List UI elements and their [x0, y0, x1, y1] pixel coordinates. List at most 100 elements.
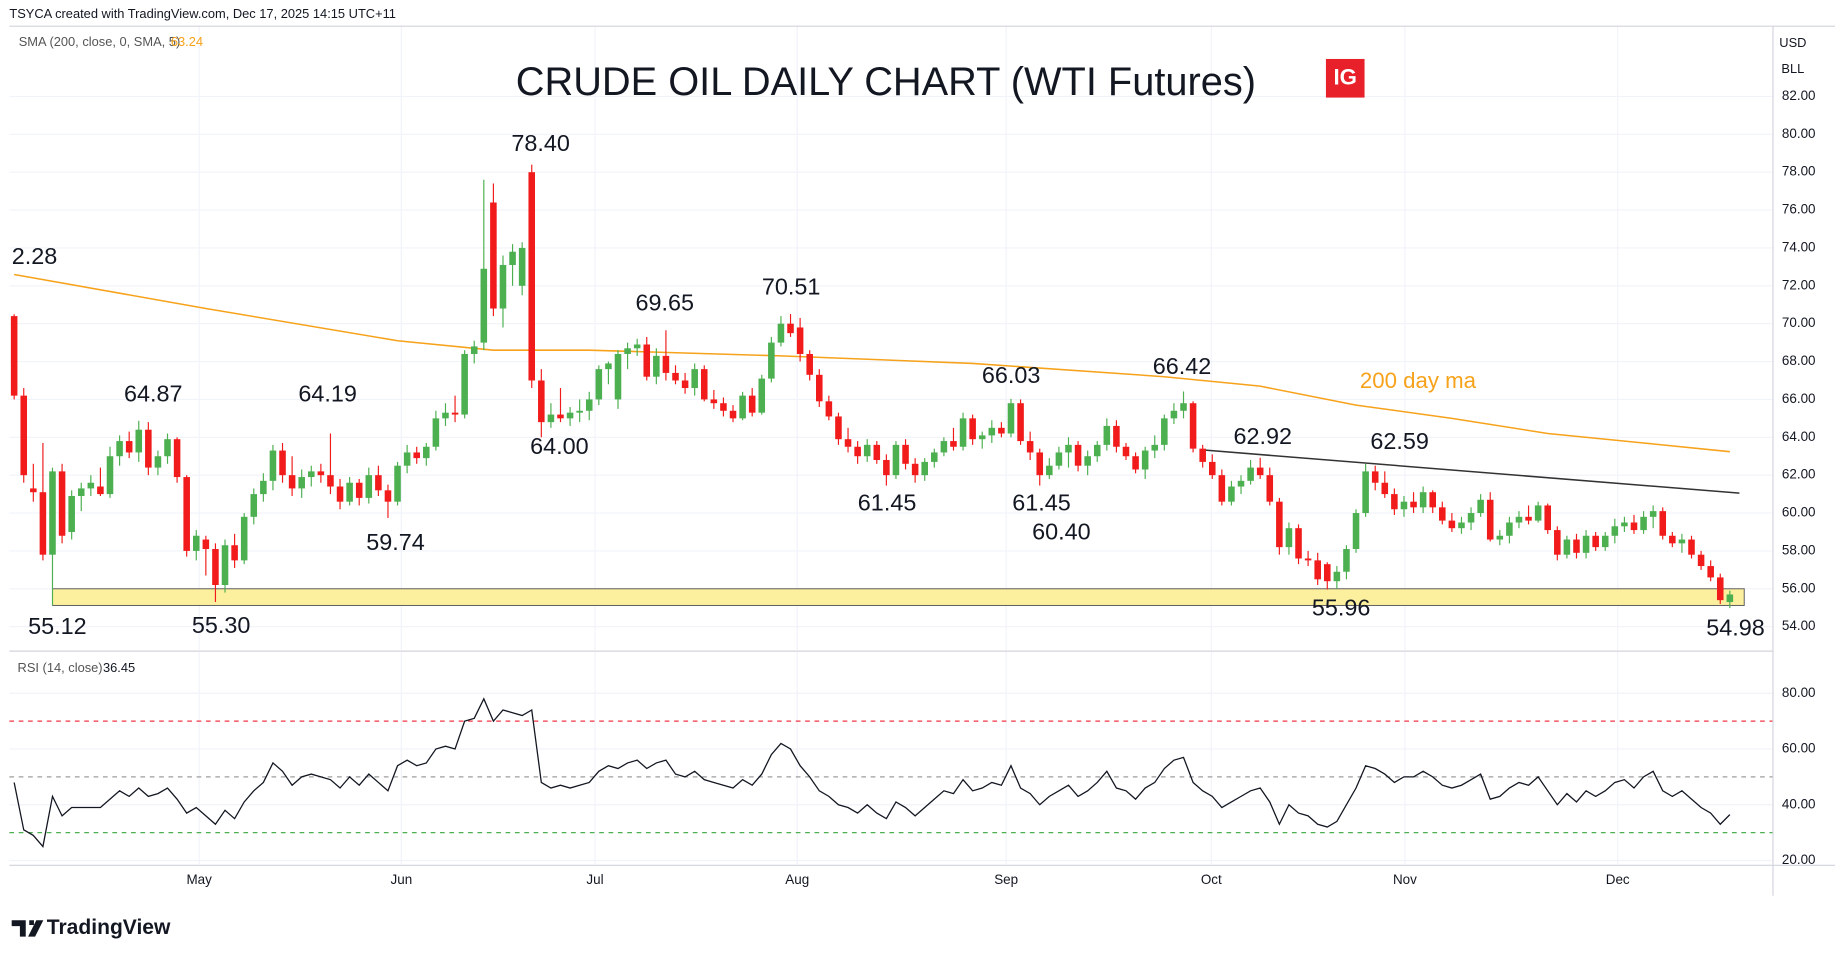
candle-body	[1716, 577, 1724, 601]
price-annotation: 61.45	[1012, 489, 1071, 515]
candle-body	[835, 416, 842, 440]
support-zone	[52, 588, 1745, 606]
candle-body	[1592, 535, 1599, 548]
candle-body	[911, 463, 919, 476]
tradingview-logo-mark	[11, 920, 44, 937]
brand: TradingView	[47, 916, 171, 939]
candle-body	[1132, 456, 1139, 470]
candle-body	[518, 247, 526, 286]
candle-body	[77, 488, 85, 496]
x-tick-label: Sep	[994, 872, 1018, 887]
candle-body	[1304, 558, 1312, 561]
y-tick-label: 76.00	[1782, 202, 1816, 217]
candle-body	[1276, 501, 1283, 548]
candle-body	[662, 355, 670, 373]
candle-body	[1343, 549, 1350, 572]
candle-body	[1161, 418, 1168, 445]
candle-body	[1726, 594, 1734, 603]
y-tick-label: 64.00	[1782, 429, 1816, 444]
x-tick-label: Oct	[1201, 872, 1222, 887]
candle-body	[1371, 471, 1379, 483]
candle-body	[39, 492, 47, 555]
trendline	[1200, 449, 1740, 494]
candle-body	[1573, 539, 1580, 553]
y-tick-label: 68.00	[1782, 353, 1816, 368]
candle-body	[1256, 467, 1264, 476]
price-annotation: 60.40	[1032, 519, 1091, 545]
candle-body	[480, 268, 488, 343]
candle-body	[806, 353, 813, 375]
candle-body	[250, 494, 258, 517]
candle-body	[30, 488, 37, 493]
candle-body	[729, 410, 737, 419]
candle-body	[317, 471, 325, 476]
candle-body	[1074, 444, 1082, 466]
candle-body	[1189, 403, 1197, 449]
candle-body	[1151, 444, 1159, 451]
candle-body	[240, 516, 248, 561]
candle-body	[1237, 480, 1245, 487]
candle-body	[365, 475, 373, 498]
candle-body	[1707, 566, 1714, 578]
candle-body	[231, 545, 238, 561]
x-tick-label: Jun	[391, 872, 413, 887]
candle-body	[135, 429, 143, 453]
candle-body	[1333, 571, 1341, 582]
candle-body	[643, 344, 651, 377]
candle-body	[1314, 560, 1321, 580]
candle-body	[173, 439, 181, 478]
candle-body	[1046, 465, 1053, 476]
plot-layer	[9, 164, 1773, 848]
candle-body	[1410, 501, 1417, 508]
candle-body	[279, 450, 286, 476]
currency: USD	[1779, 35, 1806, 50]
candle-body	[1199, 448, 1206, 462]
candle-body	[1352, 513, 1360, 550]
candle-body	[432, 418, 440, 447]
candle-body	[509, 251, 516, 265]
candle-body	[988, 427, 996, 436]
candle-body	[1180, 403, 1187, 411]
sma-legend: SMA (200, close, 0, SMA, 5)	[19, 34, 181, 49]
candle-body	[1534, 505, 1542, 521]
tradingview-logo: TradingView	[11, 916, 171, 939]
candle-body	[1582, 535, 1590, 553]
price-annotation: 78.40	[511, 130, 570, 156]
candle-body	[883, 460, 890, 476]
candle-body	[1324, 564, 1331, 582]
chart-title: CRUDE OIL DAILY CHART (WTI Futures)	[516, 60, 1256, 104]
candle-body	[154, 456, 162, 468]
candle-body	[796, 327, 804, 354]
candle-body	[1093, 444, 1101, 457]
candle-body	[1448, 520, 1456, 529]
candle-body	[1697, 554, 1705, 567]
candle-body	[854, 446, 861, 457]
candle-body	[451, 412, 459, 415]
rsi-legend-value: 36.45	[103, 660, 135, 675]
price-annotation: 70.51	[762, 273, 821, 299]
candle-body	[336, 486, 344, 502]
candle-body	[1525, 516, 1532, 521]
candle-body	[1611, 526, 1619, 536]
candle-body	[442, 412, 449, 419]
candle-body	[1688, 539, 1695, 555]
candle-body	[1065, 444, 1072, 453]
y-tick-label: 62.00	[1782, 467, 1816, 482]
y-tick-label: 82.00	[1782, 88, 1816, 103]
candle-body	[87, 482, 95, 489]
candle-body	[1630, 522, 1638, 531]
candle-body	[691, 369, 698, 389]
candle-body	[921, 461, 928, 476]
candle-body	[461, 353, 468, 415]
y-tick-label: 60.00	[1782, 741, 1816, 756]
candle-body	[700, 369, 708, 400]
candle-body	[624, 348, 631, 354]
candle-body	[1439, 507, 1446, 521]
candle-body	[1544, 505, 1552, 531]
candle-body	[145, 429, 152, 468]
x-tick-label: Nov	[1393, 872, 1417, 887]
candle-body	[355, 482, 363, 498]
candle-body	[1218, 475, 1226, 502]
candle-body	[403, 452, 411, 466]
